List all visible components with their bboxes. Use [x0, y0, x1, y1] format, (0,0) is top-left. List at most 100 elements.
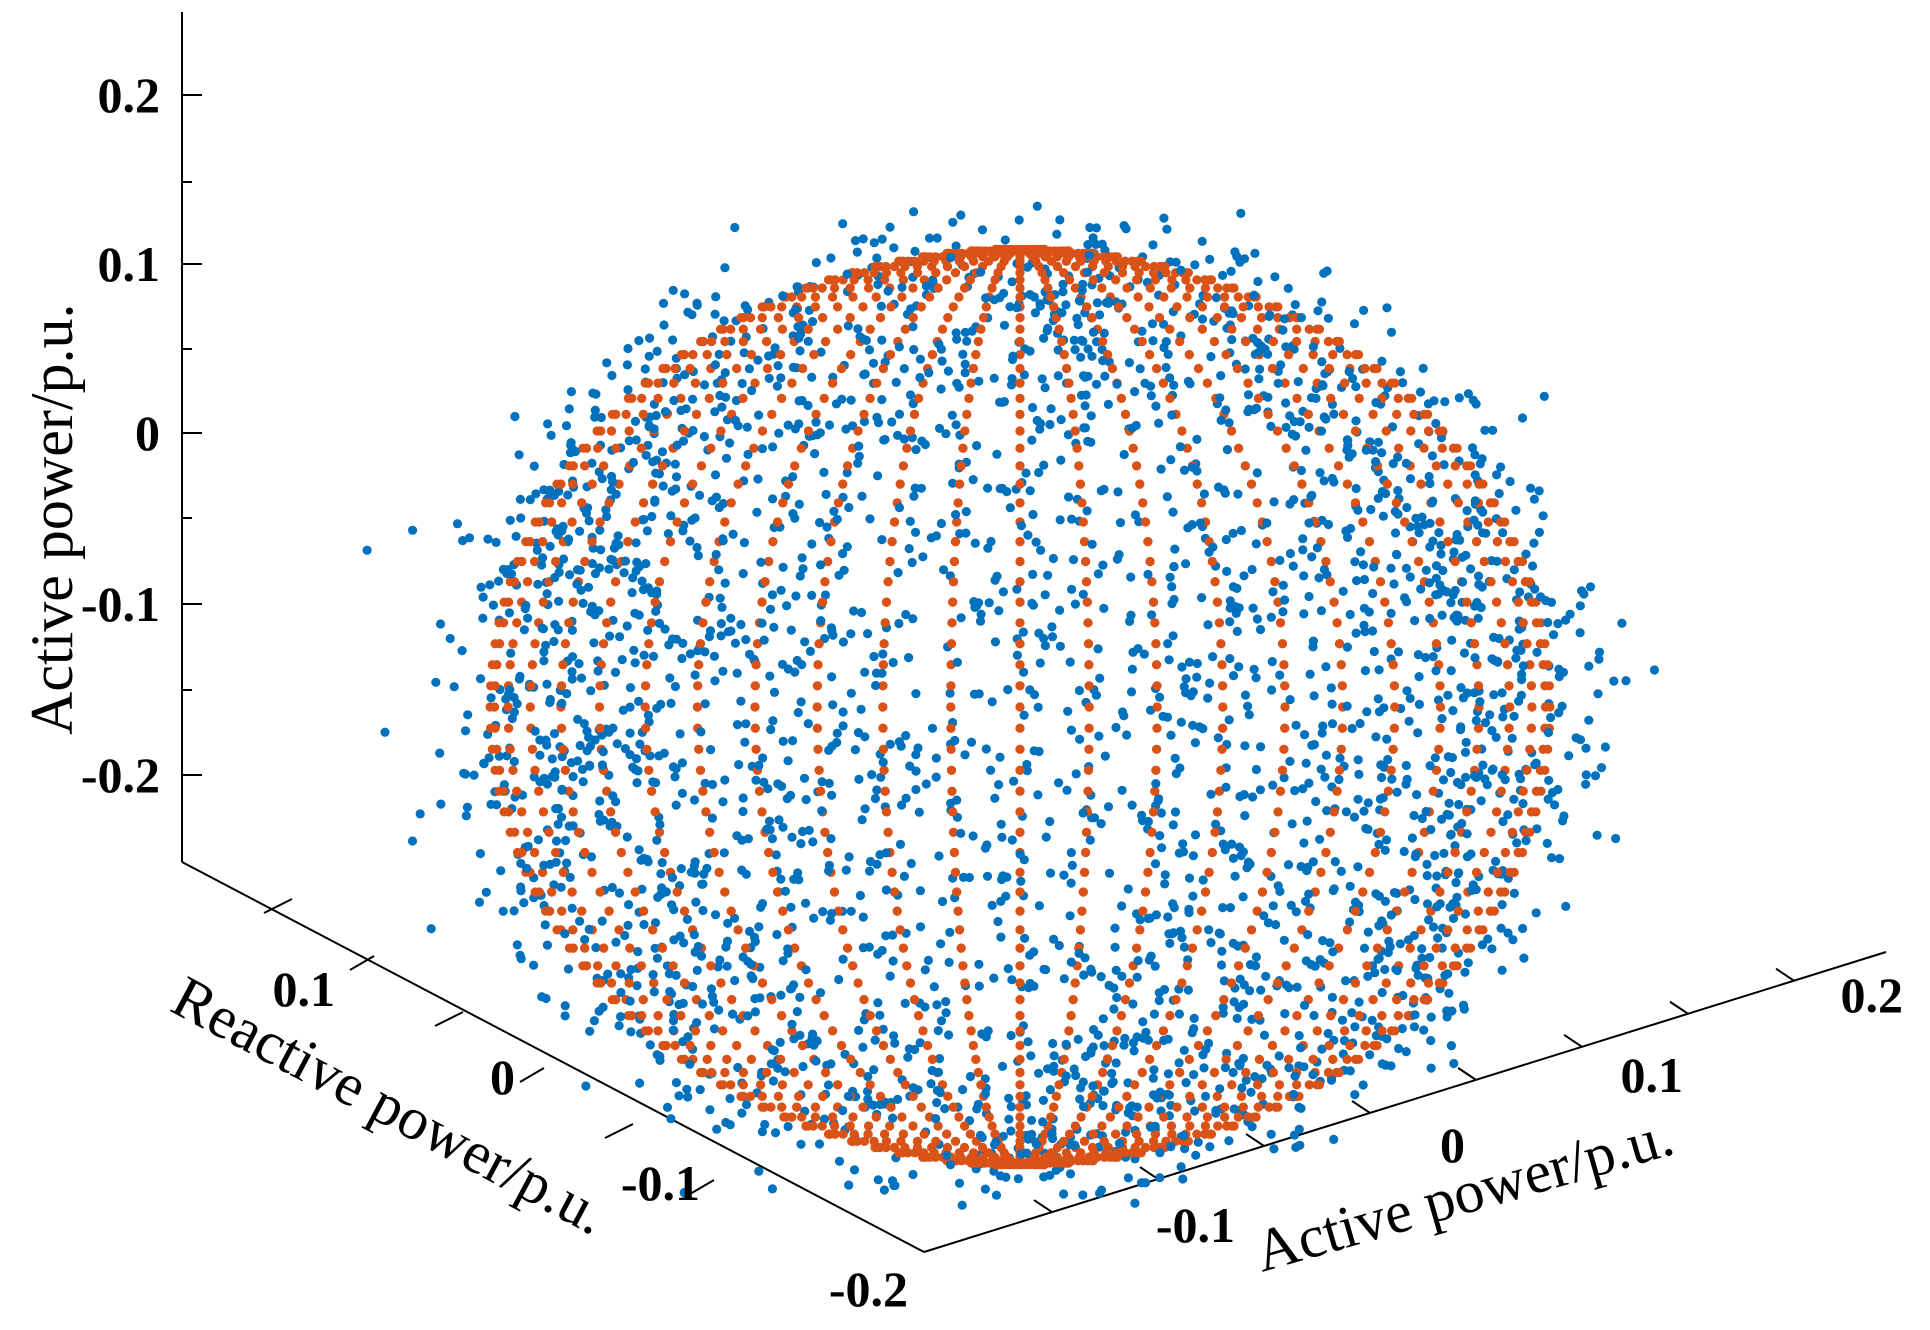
boundary-point — [661, 364, 670, 373]
boundary-point — [839, 1130, 848, 1139]
boundary-point — [943, 313, 952, 322]
boundary-point — [1218, 702, 1227, 711]
boundary-point — [611, 995, 620, 1004]
measured-point — [511, 532, 520, 541]
measured-point — [1151, 859, 1160, 868]
boundary-point — [804, 325, 813, 334]
boundary-point — [568, 887, 577, 896]
boundary-point — [607, 426, 616, 435]
measured-point — [1307, 552, 1316, 561]
boundary-point — [880, 766, 889, 775]
boundary-point — [880, 1130, 889, 1139]
boundary-point — [1015, 1041, 1024, 1050]
measured-point — [889, 956, 898, 965]
measured-point — [1439, 775, 1448, 784]
measured-point — [1200, 489, 1209, 498]
boundary-point — [797, 444, 806, 453]
measured-point — [1410, 895, 1419, 904]
measured-point — [844, 321, 853, 330]
boundary-point — [866, 1011, 875, 1020]
boundary-point — [1146, 848, 1155, 857]
measured-point — [653, 347, 662, 356]
boundary-point — [787, 379, 796, 388]
measured-point — [480, 759, 489, 768]
measured-point — [1169, 631, 1178, 640]
measured-point — [1034, 703, 1043, 712]
measured-point — [1035, 747, 1044, 756]
measured-point — [1148, 319, 1157, 328]
boundary-point — [1205, 868, 1214, 877]
measured-point — [1386, 564, 1395, 573]
measured-point — [1445, 799, 1454, 808]
measured-point — [517, 954, 526, 963]
boundary-point — [818, 283, 827, 292]
measured-point — [1438, 566, 1447, 575]
measured-point — [934, 851, 943, 860]
boundary-point — [606, 598, 615, 607]
boundary-point — [830, 283, 839, 292]
measured-point — [1177, 1162, 1186, 1171]
measured-point — [1480, 426, 1489, 435]
boundary-point — [882, 598, 891, 607]
boundary-point — [809, 283, 818, 292]
measured-point — [1474, 580, 1483, 589]
measured-point — [978, 225, 987, 234]
measured-point — [568, 904, 577, 913]
measured-point — [1387, 609, 1396, 618]
measured-point — [1291, 1143, 1300, 1152]
boundary-point — [1082, 577, 1091, 586]
measured-point — [615, 632, 624, 641]
measured-point — [1004, 1094, 1013, 1103]
measured-point — [1278, 607, 1287, 616]
boundary-point — [720, 1068, 729, 1077]
boundary-point — [680, 498, 689, 507]
boundary-point — [1084, 745, 1093, 754]
boundary-point — [596, 426, 605, 435]
y-tick — [264, 899, 292, 913]
boundary-point — [1060, 350, 1069, 359]
measured-point — [945, 928, 954, 937]
measured-point — [652, 411, 661, 420]
measured-point — [859, 234, 868, 243]
boundary-point — [846, 1055, 855, 1064]
measured-point — [1252, 765, 1261, 774]
measured-point — [1320, 773, 1329, 782]
measured-point — [916, 886, 925, 895]
measured-point — [483, 535, 492, 544]
measured-point — [888, 931, 897, 940]
boundary-point — [820, 577, 829, 586]
boundary-point — [966, 275, 975, 284]
boundary-point — [544, 828, 553, 837]
measured-point — [590, 1016, 599, 1025]
boundary-point — [943, 1143, 952, 1152]
measured-point — [1422, 566, 1431, 575]
boundary-point — [669, 961, 678, 970]
boundary-point — [559, 868, 568, 877]
boundary-point — [957, 944, 966, 953]
measured-point — [1392, 550, 1401, 559]
boundary-point — [913, 268, 922, 277]
measured-point — [1447, 830, 1456, 839]
measured-point — [659, 320, 668, 329]
measured-point — [1379, 703, 1388, 712]
measured-point — [1410, 1022, 1419, 1031]
boundary-point — [1165, 1011, 1174, 1020]
boundary-point — [828, 292, 837, 301]
measured-point — [1194, 1138, 1203, 1147]
boundary-point — [599, 461, 608, 470]
measured-point — [492, 800, 501, 809]
measured-point — [1377, 773, 1386, 782]
boundary-point — [778, 325, 787, 334]
measured-point — [1249, 604, 1258, 613]
measured-point — [822, 490, 831, 499]
boundary-point — [587, 868, 596, 877]
measured-point — [700, 380, 709, 389]
measured-point — [436, 619, 445, 628]
measured-point — [1415, 672, 1424, 681]
boundary-point — [1247, 925, 1256, 934]
measured-point — [837, 395, 846, 404]
measured-point — [453, 519, 462, 528]
boundary-point — [1263, 537, 1272, 546]
measured-point — [1083, 506, 1092, 515]
measured-point — [1317, 357, 1326, 366]
